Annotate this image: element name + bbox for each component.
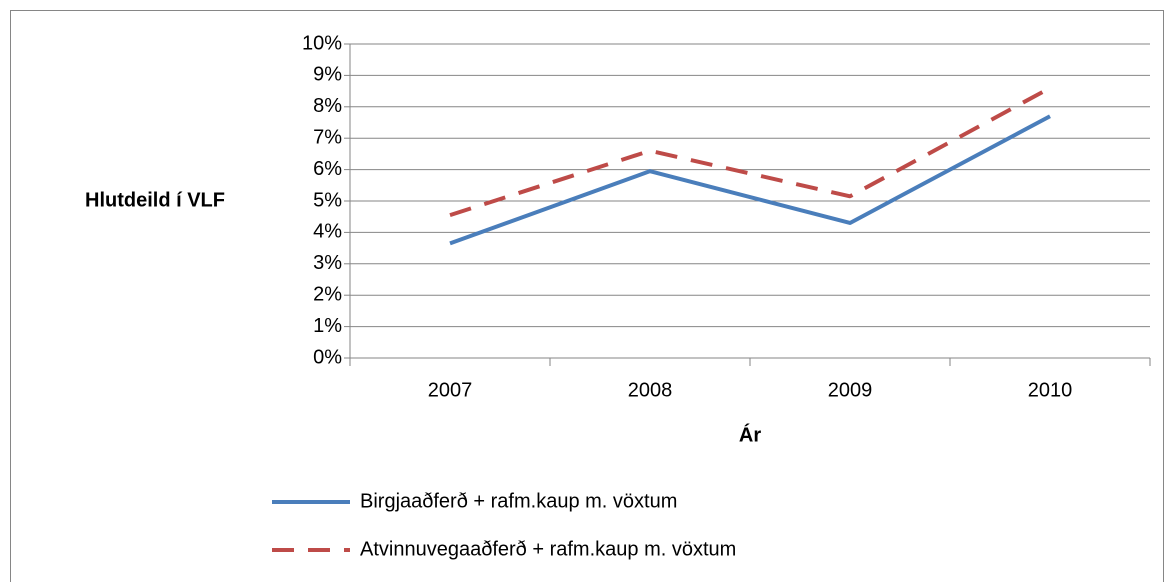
- x-axis-label: Ár: [739, 423, 761, 446]
- y-tick-label: 8%: [313, 95, 342, 117]
- y-tick-label: 9%: [313, 64, 342, 86]
- x-tick-label: 2009: [828, 379, 873, 401]
- y-tick-label: 0%: [313, 346, 342, 368]
- chart-frame: [10, 10, 1164, 582]
- y-tick-label: 7%: [313, 126, 342, 148]
- y-tick-label: 6%: [313, 158, 342, 180]
- x-tick-label: 2010: [1028, 379, 1073, 401]
- y-tick-label: 3%: [313, 252, 342, 274]
- legend-label: Atvinnuvegaaðferð + rafm.kaup m. vöxtum: [360, 538, 736, 560]
- x-tick-label: 2008: [628, 379, 673, 401]
- series-line: [449, 114, 1051, 246]
- y-tick-label: 1%: [313, 315, 342, 337]
- y-tick-label: 5%: [313, 189, 342, 211]
- x-tick-label: 2007: [428, 379, 473, 401]
- y-tick-label: 4%: [313, 221, 342, 243]
- y-tick-label: 2%: [313, 283, 342, 305]
- legend-label: Birgjaaðferð + rafm.kaup m. vöxtum: [360, 490, 677, 512]
- y-tick-label: 10%: [302, 32, 342, 54]
- y-axis-label: Hlutdeild í VLF: [85, 189, 225, 211]
